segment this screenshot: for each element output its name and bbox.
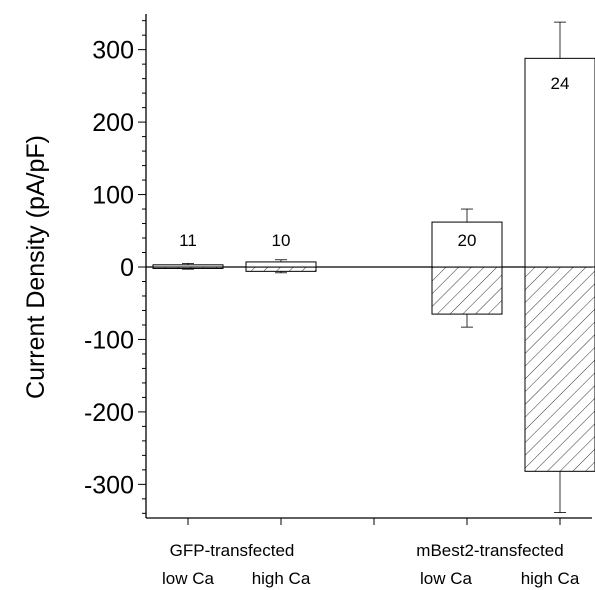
- hatched-bar: [152, 266, 224, 269]
- n-label: 10: [272, 231, 291, 250]
- open-bar: [245, 261, 317, 268]
- y-tick-label: 200: [92, 109, 134, 137]
- error-bars: [182, 21, 566, 514]
- group-label-mbest2: mBest2-transfected: [416, 541, 563, 560]
- y-axis-label: Current Density (pA/pF): [22, 135, 50, 399]
- y-tick-label: 100: [92, 182, 134, 210]
- category-label-1: low Ca: [162, 569, 215, 588]
- y-tick-label: -200: [84, 399, 134, 427]
- group-label-gfp: GFP-transfected: [170, 541, 295, 560]
- y-tick-label: -100: [84, 326, 134, 354]
- bars: [152, 57, 595, 472]
- x-axis-labels: GFP-transfected mBest2-transfected low C…: [162, 541, 580, 588]
- n-label: 20: [458, 231, 477, 250]
- y-axis: 300 200 100 0 -100 -200 -300: [84, 14, 147, 518]
- n-labels: 11 10 20 24: [179, 74, 569, 250]
- hatched-bar: [524, 266, 595, 472]
- n-label: 11: [179, 231, 197, 250]
- hatched-bar: [431, 266, 503, 315]
- n-label: 24: [551, 74, 570, 93]
- hatched-bar: [245, 266, 317, 272]
- y-tick-label: 0: [120, 254, 134, 282]
- category-label-4: high Ca: [521, 569, 580, 588]
- y-tick-label: -300: [84, 471, 134, 499]
- open-bar: [524, 57, 595, 268]
- category-label-3: low Ca: [420, 569, 473, 588]
- y-tick-label: 300: [92, 37, 134, 65]
- category-label-2: high Ca: [252, 569, 311, 588]
- open-bar: [431, 221, 503, 268]
